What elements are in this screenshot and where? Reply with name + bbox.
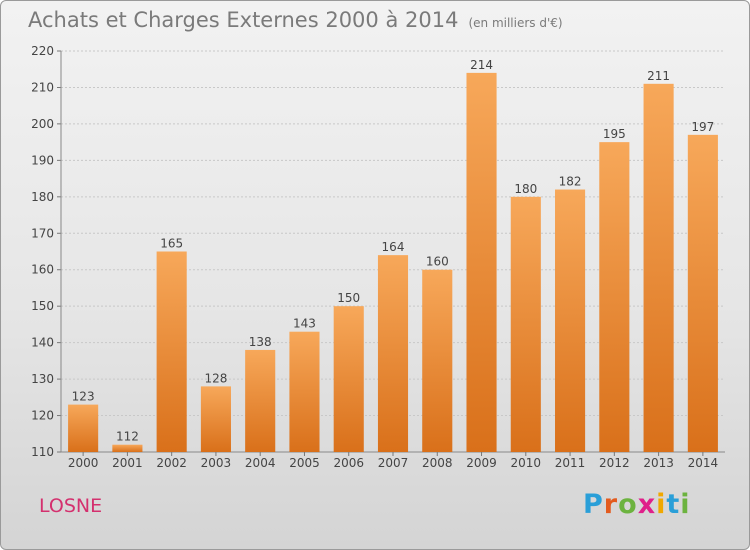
bar	[112, 444, 143, 452]
x-tick-label: 2007	[378, 456, 409, 470]
y-tick-label: 170	[31, 226, 54, 240]
x-tick-label: 2014	[688, 456, 719, 470]
data-label: 180	[514, 182, 537, 196]
bar	[555, 189, 586, 452]
logo-letter: i	[656, 489, 667, 520]
bar	[156, 251, 187, 452]
y-tick-label: 110	[31, 445, 54, 459]
data-label: 150	[337, 291, 360, 305]
data-label: 112	[116, 430, 139, 444]
data-label: 214	[470, 58, 493, 72]
chart-title: Achats et Charges Externes 2000 à 2014 (e…	[28, 8, 563, 32]
y-tick-label: 150	[31, 299, 54, 313]
data-label: 211	[647, 69, 670, 83]
data-label: 182	[559, 175, 582, 189]
y-tick-label: 180	[31, 190, 54, 204]
x-tick-label: 2010	[511, 456, 542, 470]
bar	[510, 196, 541, 452]
y-tick-label: 160	[31, 263, 54, 277]
proxiti-logo: Proxiti	[583, 489, 691, 520]
bar	[245, 349, 276, 452]
logo-letter: P	[583, 489, 604, 520]
y-tick-label: 120	[31, 409, 54, 423]
city-name: LOSNE	[39, 495, 103, 517]
bar	[200, 386, 231, 452]
bar	[68, 404, 99, 452]
x-tick-label: 2006	[333, 456, 364, 470]
data-label: 143	[293, 317, 316, 331]
bar	[466, 72, 497, 452]
data-label: 165	[160, 237, 183, 251]
y-tick-label: 190	[31, 153, 54, 167]
data-label: 123	[72, 390, 95, 404]
bar	[422, 269, 453, 452]
logo-letter: o	[618, 489, 638, 520]
y-tick-label: 210	[31, 80, 54, 94]
bar	[687, 134, 718, 452]
logo-letter: r	[603, 489, 619, 520]
bar	[377, 255, 409, 452]
x-tick-label: 2004	[245, 456, 276, 470]
data-label: 164	[382, 240, 405, 254]
x-tick-label: 2012	[599, 456, 630, 470]
bar	[599, 142, 630, 453]
x-tick-label: 2008	[422, 456, 453, 470]
x-tick-label: 2013	[643, 456, 674, 470]
x-tick-label: 2002	[156, 456, 187, 470]
x-tick-label: 2011	[555, 456, 586, 470]
data-label: 160	[426, 255, 449, 269]
y-tick-label: 220	[31, 44, 54, 58]
data-label: 128	[204, 371, 227, 385]
logo-letter: i	[680, 489, 691, 520]
y-tick-label: 140	[31, 336, 54, 350]
bar	[643, 83, 674, 453]
logo-letter: x	[637, 489, 657, 520]
y-tick-label: 130	[31, 372, 54, 386]
bar	[333, 306, 364, 452]
data-label: 138	[249, 335, 272, 349]
bar	[289, 331, 320, 452]
x-tick-label: 2000	[68, 456, 99, 470]
data-label: 197	[691, 120, 714, 134]
x-tick-label: 2003	[201, 456, 232, 470]
data-label: 195	[603, 127, 626, 141]
x-tick-label: 2009	[466, 456, 497, 470]
chart-title-text: Achats et Charges Externes 2000 à 2014	[28, 8, 459, 32]
x-tick-label: 2005	[289, 456, 320, 470]
chart-subtitle: (en milliers d'€)	[468, 16, 563, 30]
x-tick-label: 2001	[112, 456, 143, 470]
y-tick-label: 200	[31, 117, 54, 131]
logo-letter: t	[666, 489, 681, 520]
